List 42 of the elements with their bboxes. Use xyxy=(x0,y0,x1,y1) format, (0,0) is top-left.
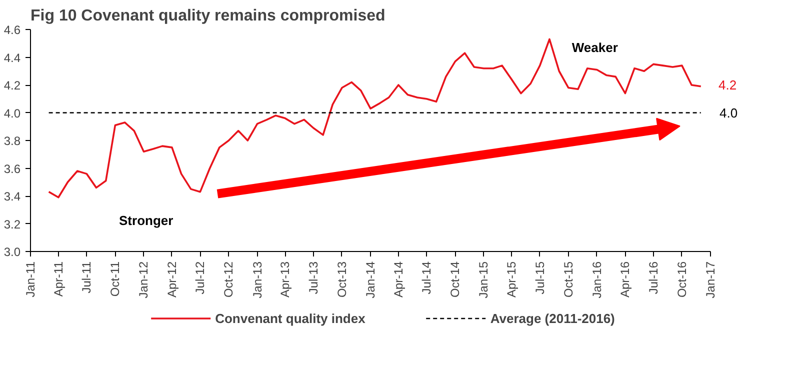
annotation: Weaker xyxy=(572,40,618,55)
x-tick-label: Apr-13 xyxy=(278,261,292,298)
annotation: 4.2 xyxy=(718,78,737,92)
x-tick-label: Oct-11 xyxy=(108,261,122,297)
x-tick-label: Jan-14 xyxy=(364,261,378,298)
x-tick-label: Apr-12 xyxy=(164,261,179,298)
chart-title: Fig 10 Covenant quality remains compromised xyxy=(30,8,386,24)
x-tick-label: Apr-11 xyxy=(51,261,66,297)
x-tick-label: Oct-16 xyxy=(674,261,689,298)
x-tick-label: Oct-14 xyxy=(448,261,462,298)
x-tick-label: Jan-13 xyxy=(250,261,264,298)
x-tick-label: Jan-17 xyxy=(704,261,718,298)
x-tick-label: Jul-11 xyxy=(80,261,94,294)
x-tick-label: Jul-14 xyxy=(420,261,434,294)
x-tick-label: Apr-15 xyxy=(504,261,519,298)
legend-label: Average (2011-2016) xyxy=(490,310,615,326)
x-tick-label: Apr-16 xyxy=(618,261,632,298)
y-tick-label: 4.2 xyxy=(4,78,21,92)
annotation: 4.0 xyxy=(720,105,738,120)
y-tick-label: 4.6 xyxy=(4,23,21,37)
y-tick-label: 3.8 xyxy=(4,134,21,148)
x-tick-label: Oct-13 xyxy=(334,261,349,298)
x-tick-label: Apr-14 xyxy=(391,261,406,298)
y-tick-label: 4.0 xyxy=(4,106,21,120)
x-tick-label: Oct-12 xyxy=(222,261,236,298)
x-tick-label: Oct-15 xyxy=(561,261,576,298)
line-series xyxy=(48,38,702,198)
x-tick-label: Jul-13 xyxy=(306,261,320,294)
x-tick-label: Jan-12 xyxy=(136,261,151,298)
legend-label: Convenant quality index xyxy=(215,310,366,326)
x-tick-label: Jan-11 xyxy=(24,261,38,298)
x-tick-label: Jul-16 xyxy=(646,261,660,294)
x-tick-label: Jan-16 xyxy=(590,261,604,298)
y-tick-label: 3.6 xyxy=(4,162,21,176)
annotation: Stronger xyxy=(119,212,174,228)
y-tick-label: 3.2 xyxy=(4,217,21,232)
y-tick-label: 4.4 xyxy=(4,50,21,65)
y-tick-label: 3.0 xyxy=(4,245,21,259)
x-tick-label: Jul-15 xyxy=(532,261,547,294)
y-tick-label: 3.4 xyxy=(4,190,21,204)
x-tick-label: Jan-15 xyxy=(476,261,491,298)
x-tick-label: Jul-12 xyxy=(193,261,208,294)
